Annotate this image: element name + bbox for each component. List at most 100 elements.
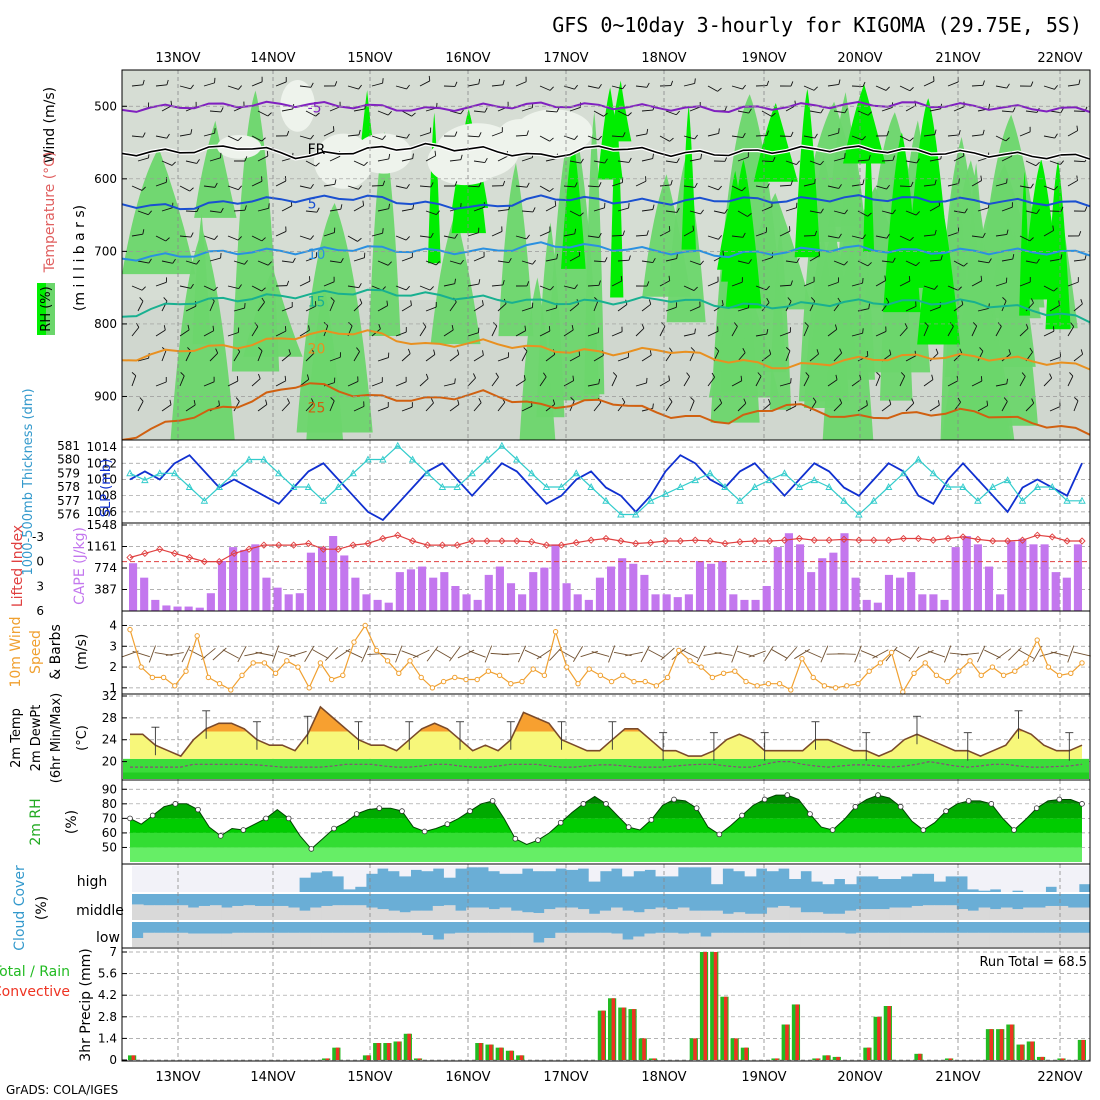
precip-convective-bar [1060,1058,1065,1060]
cape-bar [406,569,416,611]
wind-barb-flag [410,300,412,306]
wind-barb-flag [940,255,943,261]
cloud-cell [299,910,311,920]
rh-point [761,796,768,803]
wind-barb-flag [484,157,488,163]
cloud-cell [755,866,768,869]
surface-barb [854,645,862,663]
cloud-cell [844,933,857,947]
thickness-point [914,455,923,463]
cloud-cell [833,913,846,920]
slp-series [126,441,1086,522]
cape-bar [973,544,982,611]
cloud-level-low: low [96,930,120,946]
wind-barb-flag [796,257,800,263]
cape-bar [918,594,927,611]
credit: GrADS: COLA/IGES [6,1083,118,1097]
cloud-cell [688,932,701,947]
wind-barb-flag [958,129,961,136]
wind-barb [491,84,503,87]
cloud-cell [354,905,367,920]
rh-dry-patch [496,118,544,155]
wind-barb [617,259,630,262]
wind-barb-flag [876,372,881,377]
surface-barb [908,646,920,662]
wind-barb-flag [196,159,200,164]
wind-barb-flag [214,128,216,134]
day-label-top: 15NOV [347,51,392,66]
wind-barb [305,305,317,312]
cloud-cell [299,932,311,947]
wind-barb [923,285,935,290]
rh-high-plume [753,103,798,182]
wind-barb-flag [193,399,196,406]
wind-barb [473,110,485,113]
tick-label: 578 [57,480,80,494]
wind-barb-flag [669,137,674,142]
wind-barb-flag [235,397,240,402]
wind-barb [161,207,173,212]
surface-barb [872,649,889,659]
cloud-cell [633,866,645,872]
thickness-point [1018,496,1027,504]
thickness-point [869,496,878,504]
wind-point [631,678,637,685]
wind-barb [851,282,863,287]
cloud-cell [1000,932,1013,947]
wind-barb-flag [308,325,310,331]
wind-barb [371,232,383,237]
tick-label: 1012 [86,456,117,470]
wind-barb-flag [238,85,242,90]
wind-barb-flag [772,156,776,162]
cloud-cell [243,866,256,892]
wind-barb-flag [190,129,193,135]
cape-bar [329,536,338,611]
slp-axis-label: SLP (mb) [99,459,114,518]
thickness-point [185,483,194,490]
rh-point [897,803,904,810]
surface-barb [660,647,675,661]
wind-point [396,670,402,676]
cape-bar [595,577,604,611]
cloud-cell [778,932,790,947]
cloud-cell [1056,905,1069,920]
wind-barb [419,132,431,137]
wind-barb [593,402,602,412]
wind-barb [881,404,892,412]
wind-point [317,660,324,666]
wind-point [799,656,805,662]
wind-barb [947,81,959,87]
wind-point [1056,672,1063,679]
wind-barb [881,210,893,215]
contour-line [121,142,1091,160]
wind-barb [467,83,479,87]
surface-barb [536,648,553,660]
cloud-cell [945,932,957,947]
wind-barb-flag [790,280,793,286]
wind-barb-flag [768,349,772,355]
li-point [661,537,670,545]
wind-barb [203,381,215,387]
wind-barb [539,231,551,237]
cloud-cell [377,866,389,869]
thickness-point [1078,496,1086,504]
wind-barb [923,134,935,137]
cloud-cell [198,933,211,947]
wind-barb [1025,402,1035,412]
cloud-cell [1034,866,1046,892]
wind-barb-flag [142,79,145,85]
wind-barb-flag [628,255,631,261]
wind-barb [155,329,166,337]
wind-barb-flag [843,261,848,266]
cloud-cell [165,932,178,947]
surface-barb [148,645,156,663]
lifted-index-axis-label: Lifted Index [10,525,26,607]
wind-point [295,664,301,670]
cloud-cell [889,866,902,879]
cloud-cell [744,866,757,877]
thickness-point [765,476,774,484]
wind-barb [1019,235,1031,242]
precip-convective-bar [948,1058,953,1060]
li-point [304,539,313,548]
wind-barb [395,331,407,337]
